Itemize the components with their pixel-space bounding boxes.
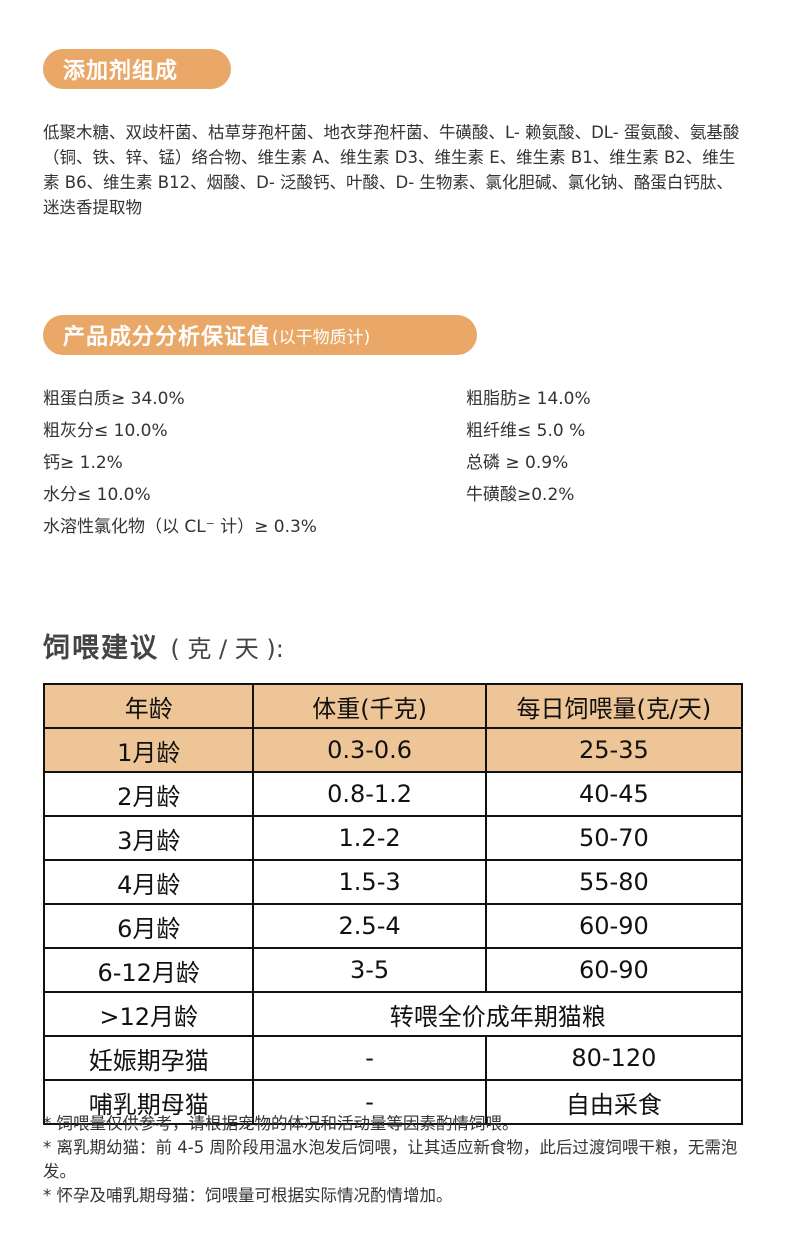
analysis-subtitle: (以干物质计) bbox=[272, 327, 371, 348]
cell-age: 哺乳期母猫 bbox=[42, 1079, 255, 1125]
analysis-chloride: 水溶性氯化物（以 CL⁻ 计）≥ 0.3% bbox=[43, 517, 317, 537]
cell-age: 1月龄 bbox=[42, 727, 255, 773]
analysis-calcium: 钙≥ 1.2% bbox=[43, 453, 123, 473]
table-row: 6月龄 2.5-4 60-90 bbox=[42, 903, 744, 949]
analysis-title-badge: 产品成分分析保证值 (以干物质计) bbox=[43, 315, 477, 355]
cell-weight: - bbox=[252, 1079, 487, 1125]
analysis-title: 产品成分分析保证值 bbox=[63, 325, 271, 350]
additives-list-text: 低聚木糖、双歧杆菌、枯草芽孢杆菌、地衣芽孢杆菌、牛磺酸、L- 赖氨酸、DL- 蛋… bbox=[43, 123, 740, 217]
table-row: 哺乳期母猫 - 自由采食 bbox=[42, 1079, 744, 1125]
cell-amount: 60-90 bbox=[484, 903, 744, 949]
analysis-moisture: 水分≤ 10.0% bbox=[43, 485, 151, 505]
analysis-phosphorus: 总磷 ≥ 0.9% bbox=[466, 453, 569, 473]
note-reference: * 饲喂量仅供参考，请根据宠物的体况和活动量等因素酌情饲喂。 bbox=[43, 1114, 519, 1133]
cell-amount: 55-80 bbox=[484, 859, 744, 905]
analysis-fat: 粗脂肪≥ 14.0% bbox=[466, 389, 591, 409]
feeding-title-text: 饲喂建议 bbox=[43, 633, 159, 664]
table-row: >12月龄 转喂全价成年期猫粮 bbox=[42, 991, 743, 1037]
note-weaning: * 离乳期幼猫：前 4-5 周阶段用温水泡发后饲喂，让其适应新食物，此后过渡饲喂… bbox=[43, 1138, 738, 1181]
table-row: 4月龄 1.5-3 55-80 bbox=[42, 859, 744, 905]
analysis-protein: 粗蛋白质≥ 34.0% bbox=[43, 389, 185, 409]
cell-weight: 1.5-3 bbox=[252, 859, 487, 905]
cell-amount: 40-45 bbox=[484, 771, 744, 817]
cell-weight: 1.2-2 bbox=[252, 815, 487, 861]
cell-age: 2月龄 bbox=[42, 771, 255, 817]
feeding-table: 年龄 体重(千克) 每日饲喂量(克/天) 1月龄 0.3-0.6 25-35 2… bbox=[42, 683, 744, 1125]
cell-amount: 50-70 bbox=[484, 815, 744, 861]
cell-weight: - bbox=[252, 1035, 487, 1081]
table-row: 6-12月龄 3-5 60-90 bbox=[42, 947, 744, 993]
cell-age: 6-12月龄 bbox=[42, 947, 255, 993]
cell-age: 4月龄 bbox=[42, 859, 255, 905]
cell-weight: 3-5 bbox=[252, 947, 487, 993]
additives-title-badge: 添加剂组成 bbox=[43, 49, 231, 89]
header-weight: 体重(千克) bbox=[252, 683, 487, 729]
cell-amount: 自由采食 bbox=[484, 1079, 744, 1125]
cell-age: 6月龄 bbox=[42, 903, 255, 949]
cell-adult-instruction: 转喂全价成年期猫粮 bbox=[252, 991, 743, 1037]
cell-amount: 80-120 bbox=[484, 1035, 744, 1081]
header-age: 年龄 bbox=[42, 683, 255, 729]
table-row: 2月龄 0.8-1.2 40-45 bbox=[42, 771, 744, 817]
cell-weight: 2.5-4 bbox=[252, 903, 487, 949]
feeding-notes: * 饲喂量仅供参考，请根据宠物的体况和活动量等因素酌情饲喂。 * 离乳期幼猫：前… bbox=[43, 1112, 743, 1208]
cell-age: 妊娠期孕猫 bbox=[42, 1035, 255, 1081]
note-pregnancy: * 怀孕及哺乳期母猫：饲喂量可根据实际情况酌情增加。 bbox=[43, 1186, 453, 1205]
table-row: 3月龄 1.2-2 50-70 bbox=[42, 815, 744, 861]
cell-age: 3月龄 bbox=[42, 815, 255, 861]
cell-age: >12月龄 bbox=[42, 991, 255, 1037]
analysis-taurine: 牛磺酸≥0.2% bbox=[466, 485, 575, 505]
analysis-fiber: 粗纤维≤ 5.0 % bbox=[466, 421, 586, 441]
additives-title: 添加剂组成 bbox=[63, 59, 179, 84]
cell-amount: 60-90 bbox=[484, 947, 744, 993]
analysis-ash: 粗灰分≤ 10.0% bbox=[43, 421, 168, 441]
cell-weight: 0.8-1.2 bbox=[252, 771, 487, 817]
table-row: 1月龄 0.3-0.6 25-35 bbox=[42, 727, 744, 773]
feeding-title: 饲喂建议 ( 克 / 天 ): bbox=[43, 626, 284, 665]
cell-amount: 25-35 bbox=[484, 727, 744, 773]
feeding-unit: ( 克 / 天 ): bbox=[170, 635, 284, 663]
cell-weight: 0.3-0.6 bbox=[252, 727, 487, 773]
table-header-row: 年龄 体重(千克) 每日饲喂量(克/天) bbox=[42, 683, 744, 729]
header-amount: 每日饲喂量(克/天) bbox=[484, 683, 744, 729]
table-row: 妊娠期孕猫 - 80-120 bbox=[42, 1035, 744, 1081]
